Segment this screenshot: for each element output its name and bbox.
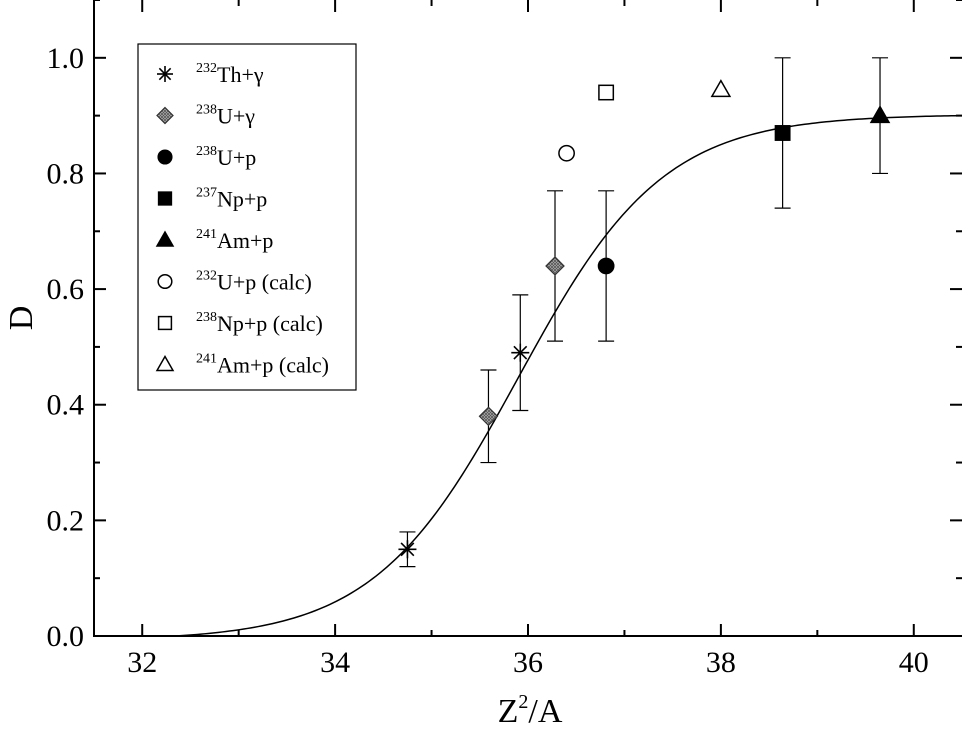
data-point-open-square bbox=[598, 84, 615, 101]
legend: 232Th+γ238U+γ238U+p237Np+p241Am+p232U+p … bbox=[137, 43, 357, 391]
x-tick-label: 38 bbox=[706, 646, 736, 679]
x-tick-label: 34 bbox=[320, 646, 350, 679]
data-point-filled-square bbox=[774, 125, 791, 141]
x-tick-label: 36 bbox=[513, 646, 543, 679]
fit-curve-layer bbox=[175, 114, 962, 637]
legend-label: 238Np+p (calc) bbox=[196, 310, 323, 336]
data-point-open-triangle bbox=[710, 79, 732, 98]
legend-isotope: 241 bbox=[196, 227, 217, 242]
x-tick-label: 32 bbox=[127, 646, 157, 679]
y-tick-label: 0.2 bbox=[47, 504, 85, 537]
data-point-star bbox=[398, 540, 417, 559]
legend-label: 238U+p bbox=[196, 144, 256, 170]
data-point-open-circle bbox=[558, 144, 575, 162]
legend-entry: 238U+p bbox=[157, 144, 256, 170]
legend-entry: 232Th+γ bbox=[157, 61, 264, 87]
error-bars bbox=[399, 57, 889, 568]
legend-reaction: Th+γ bbox=[217, 62, 264, 87]
legend-reaction: U+γ bbox=[217, 104, 255, 129]
y-tick-label: 0.6 bbox=[47, 273, 85, 306]
data-point-filled-circle bbox=[597, 257, 615, 275]
data-point-hatched-diamond bbox=[545, 256, 565, 276]
legend-isotope: 241 bbox=[196, 352, 217, 367]
fit-curve bbox=[175, 114, 962, 637]
legend-isotope: 232 bbox=[196, 61, 217, 76]
legend-reaction: U+p (calc) bbox=[217, 270, 312, 295]
legend-label: 241Am+p bbox=[196, 227, 273, 253]
x-axis-label-sup: 2 bbox=[518, 691, 528, 713]
legend-isotope: 238 bbox=[196, 310, 217, 325]
legend-isotope: 238 bbox=[196, 103, 217, 118]
legend-reaction: Np+p (calc) bbox=[217, 311, 323, 336]
legend-reaction: U+p bbox=[217, 145, 256, 170]
x-axis-label: Z2/A bbox=[498, 691, 563, 729]
y-tick-label: 0.8 bbox=[47, 157, 85, 190]
legend-label: 237Np+p bbox=[196, 186, 267, 212]
legend-entry: 241Am+p bbox=[155, 227, 273, 253]
data-points bbox=[398, 79, 891, 559]
legend-marker-open-circle bbox=[157, 273, 173, 290]
legend-marker-filled-square bbox=[157, 191, 173, 206]
legend-box bbox=[137, 43, 357, 391]
legend-label: 232Th+γ bbox=[196, 61, 264, 87]
data-point-hatched-diamond bbox=[478, 406, 499, 427]
legend-isotope: 232 bbox=[196, 269, 217, 284]
x-axis-label-base: Z bbox=[498, 693, 519, 729]
legend-marker-open-square bbox=[157, 315, 173, 331]
legend-marker-filled-circle bbox=[157, 149, 173, 165]
legend-label: 232U+p (calc) bbox=[196, 269, 312, 295]
legend-entry: 237Np+p bbox=[157, 186, 267, 212]
legend-marker-hatched-diamond bbox=[156, 106, 174, 125]
legend-entry: 238U+γ bbox=[156, 103, 255, 129]
legend-entry: 238Np+p (calc) bbox=[157, 310, 323, 336]
y-tick-label: 0.4 bbox=[47, 389, 85, 422]
x-axis-label-rest: /A bbox=[528, 693, 562, 729]
axis-ticks: 32 34 36 38 40 0.0 0.2 0.4 0.6 0.8 1.0 bbox=[47, 0, 962, 679]
legend-entry: 241Am+p (calc) bbox=[155, 352, 329, 378]
legend-label: 241Am+p (calc) bbox=[196, 352, 329, 378]
legend-entry: 232U+p (calc) bbox=[157, 269, 312, 295]
legend-reaction: Am+p (calc) bbox=[217, 353, 329, 378]
data-point-star bbox=[511, 343, 530, 362]
x-tick-label: 40 bbox=[899, 646, 929, 679]
data-point-filled-triangle bbox=[869, 105, 891, 124]
y-tick-label: 1.0 bbox=[47, 42, 85, 75]
y-tick-label: 0.0 bbox=[47, 620, 85, 653]
legend-reaction: Np+p bbox=[217, 187, 267, 212]
legend-marker-open-triangle bbox=[155, 354, 175, 372]
legend-label: 238U+γ bbox=[196, 103, 255, 129]
legend-isotope: 237 bbox=[196, 186, 217, 201]
legend-reaction: Am+p bbox=[217, 228, 273, 253]
y-axis-label: D bbox=[3, 306, 40, 331]
legend-isotope: 238 bbox=[196, 144, 217, 159]
legend-marker-filled-triangle bbox=[155, 230, 175, 247]
legend-marker-star bbox=[157, 66, 173, 82]
